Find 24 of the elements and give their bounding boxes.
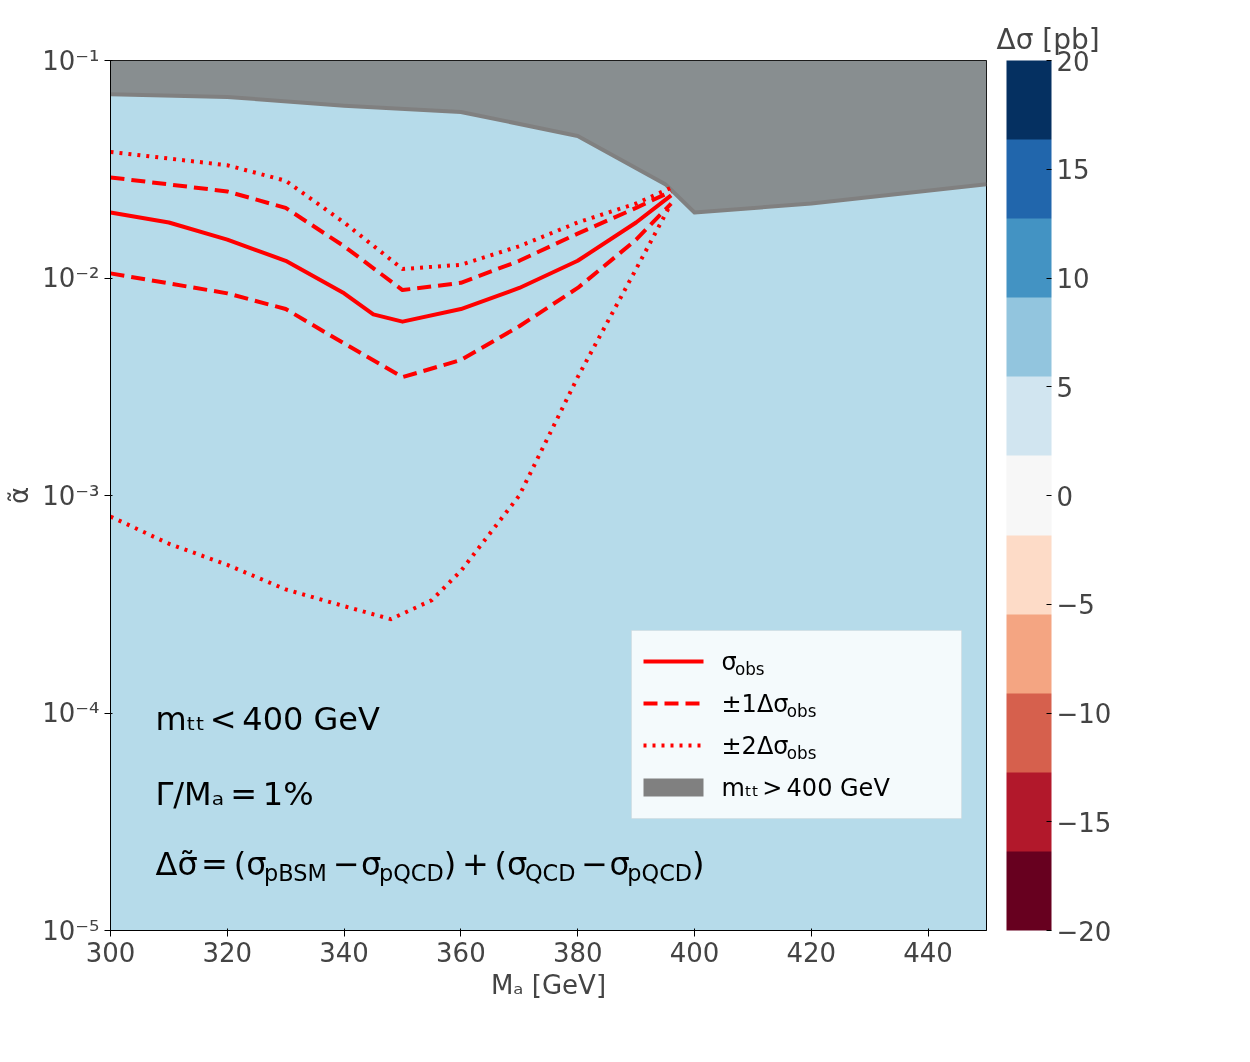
- y-tick-label: 10⁻³: [42, 480, 100, 511]
- x-axis-title: Mₐ [GeV]: [490, 969, 607, 1000]
- x-tick-label: 380: [552, 937, 603, 968]
- color-bar-label: 0: [1056, 481, 1074, 512]
- color-bar-label: −20: [1056, 916, 1112, 947]
- y-tick-label: 10⁻²: [42, 263, 100, 293]
- x-tick-label: 420: [786, 937, 837, 968]
- x-tick-label: 340: [319, 937, 369, 968]
- y-axis-title: α̃: [4, 486, 35, 505]
- x-tick-label: 440: [903, 937, 953, 968]
- color-bar-label: −5: [1056, 590, 1095, 621]
- x-tick-label: 400: [669, 937, 720, 968]
- y-tick-label: 10⁻¹: [42, 45, 100, 76]
- y-tick-label: 10⁻⁴: [42, 698, 100, 728]
- annotation: mₜₜ<400 GeV: [155, 699, 381, 738]
- legend-label: mₜₜ>400 GeV: [721, 773, 891, 802]
- color-bar-label: −15: [1056, 807, 1112, 838]
- x-tick-label: 360: [436, 937, 486, 968]
- color-bar-label: −10: [1056, 699, 1112, 729]
- color-bar-label: 15: [1056, 155, 1090, 186]
- annotation: Γ/Mₐ=1%: [155, 774, 314, 813]
- color-bar-label: 5: [1056, 372, 1074, 403]
- color-bar-label: 10: [1056, 264, 1090, 294]
- x-tick-label: 320: [202, 937, 253, 968]
